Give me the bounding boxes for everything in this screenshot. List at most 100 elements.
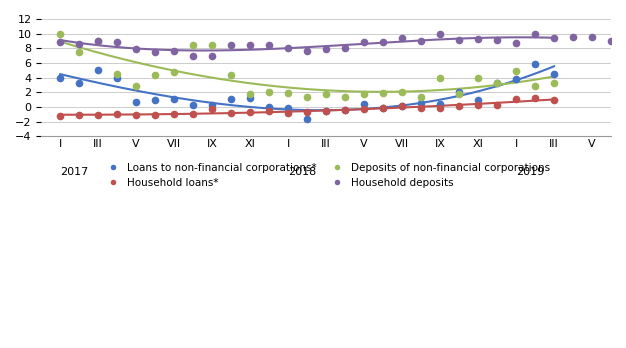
Point	[492, 102, 502, 108]
Point	[416, 101, 426, 106]
Point	[169, 70, 179, 75]
Point	[93, 67, 103, 72]
Point	[454, 89, 464, 94]
Text: 2019: 2019	[516, 167, 544, 177]
Point	[245, 42, 255, 47]
Point	[74, 41, 85, 47]
Point	[55, 40, 65, 45]
Point	[587, 34, 597, 40]
Point	[226, 72, 236, 78]
Point	[321, 91, 331, 96]
Point	[226, 110, 236, 116]
Point	[302, 109, 312, 115]
Point	[55, 31, 65, 37]
Point	[112, 71, 122, 77]
Text: 2017: 2017	[60, 167, 88, 177]
Point	[131, 46, 141, 52]
Point	[340, 95, 350, 100]
Legend: Loans to non-financial corporations*, Household loans*, Deposits of non-financia: Loans to non-financial corporations*, Ho…	[98, 158, 554, 192]
Point	[492, 38, 502, 43]
Point	[321, 108, 331, 113]
Point	[473, 36, 483, 41]
Point	[606, 38, 616, 44]
Point	[188, 42, 198, 47]
Point	[359, 106, 369, 112]
Point	[397, 103, 407, 109]
Point	[378, 105, 388, 111]
Point	[321, 108, 331, 113]
Point	[207, 54, 217, 59]
Point	[112, 40, 122, 45]
Point	[549, 97, 559, 102]
Point	[416, 95, 426, 100]
Point	[169, 111, 179, 117]
Point	[397, 89, 407, 95]
Point	[530, 61, 540, 66]
Point	[226, 42, 236, 47]
Point	[492, 80, 502, 86]
Point	[378, 40, 388, 45]
Point	[549, 71, 559, 77]
Point	[150, 112, 160, 118]
Point	[112, 111, 122, 117]
Point	[112, 75, 122, 80]
Point	[169, 48, 179, 54]
Point	[435, 31, 445, 37]
Point	[55, 113, 65, 119]
Point	[397, 103, 407, 109]
Point	[340, 46, 350, 51]
Point	[150, 49, 160, 55]
Point	[549, 35, 559, 41]
Point	[264, 42, 274, 47]
Point	[302, 117, 312, 122]
Point	[359, 91, 369, 96]
Point	[93, 112, 103, 118]
Point	[93, 38, 103, 44]
Point	[454, 38, 464, 43]
Point	[188, 53, 198, 58]
Point	[74, 49, 85, 55]
Point	[530, 95, 540, 101]
Point	[264, 109, 274, 114]
Point	[397, 35, 407, 41]
Point	[207, 103, 217, 108]
Point	[549, 81, 559, 86]
Point	[207, 42, 217, 47]
Point	[283, 46, 293, 51]
Point	[226, 96, 236, 102]
Point	[283, 90, 293, 96]
Point	[245, 92, 255, 97]
Point	[283, 105, 293, 111]
Point	[511, 68, 521, 74]
Point	[302, 48, 312, 53]
Point	[435, 105, 445, 110]
Point	[435, 101, 445, 107]
Point	[150, 97, 160, 102]
Point	[245, 109, 255, 115]
Point	[568, 34, 578, 40]
Point	[416, 38, 426, 44]
Point	[340, 107, 350, 113]
Point	[454, 103, 464, 109]
Point	[530, 31, 540, 37]
Point	[435, 75, 445, 80]
Point	[492, 80, 502, 86]
Point	[264, 89, 274, 95]
Point	[340, 107, 350, 113]
Point	[511, 96, 521, 102]
Point	[188, 102, 198, 108]
Point	[245, 95, 255, 101]
Point	[511, 40, 521, 46]
Point	[473, 103, 483, 108]
Point	[74, 80, 85, 86]
Point	[131, 99, 141, 105]
Point	[55, 75, 65, 80]
Point	[378, 105, 388, 110]
Point	[511, 76, 521, 82]
Point	[321, 46, 331, 52]
Point	[378, 90, 388, 96]
Point	[264, 104, 274, 110]
Text: 2018: 2018	[288, 167, 316, 177]
Point	[188, 111, 198, 116]
Point	[454, 91, 464, 96]
